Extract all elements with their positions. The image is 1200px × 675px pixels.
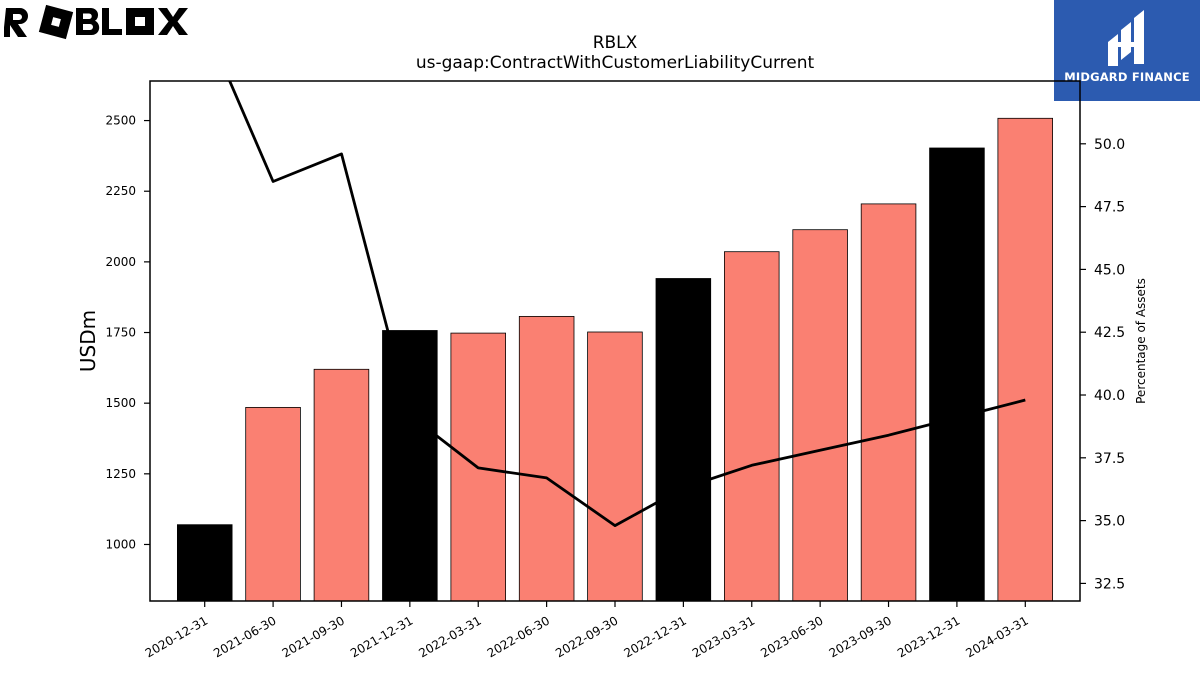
midgard-finance-name: MIDGARD FINANCE [1064,70,1190,84]
x-tick-label: 2022-03-31 [416,613,483,660]
y2-tick-label: 42.5 [1094,325,1125,341]
x-tick-label: 2023-03-31 [690,613,757,660]
bar-2021-12-31 [382,330,438,602]
x-tick-label: 2021-12-31 [348,613,415,660]
y2-tick-label: 35.0 [1094,514,1125,530]
y-axis-left: 1000 1250 1500 1750 2000 2250 2500 [105,114,150,551]
x-tick-label: 2022-09-30 [553,613,620,660]
y-tick-label: 2000 [105,255,136,269]
y-axis-label: USDm [76,310,100,372]
x-tick-label: 2023-09-30 [827,613,894,660]
x-tick-label: 2020-12-31 [143,613,210,660]
y-tick-label: 1250 [105,467,136,481]
x-tick-label: 2024-03-31 [963,613,1030,660]
y-tick-label: 2500 [105,114,136,128]
y2-tick-label: 40.0 [1094,388,1125,404]
bar-2023-06-30 [792,229,848,602]
y-tick-label: 2250 [105,184,136,198]
bar-2021-06-30 [245,406,301,602]
midgard-finance-logo: MIDGARD FINANCE [1054,0,1200,101]
y-axis-right: 32.5 35.0 37.5 40.0 42.5 45.0 47.5 50.0 [1080,137,1125,592]
chart-title: RBLX [593,33,638,53]
bar-2023-09-30 [860,203,917,602]
y2-tick-label: 50.0 [1094,137,1125,153]
x-tick-label: 2021-09-30 [280,613,347,660]
y2-axis-label: Percentage of Assets [1134,278,1148,404]
y2-tick-label: 32.5 [1094,576,1125,592]
x-tick-label: 2021-06-30 [211,613,278,660]
y2-tick-label: 47.5 [1094,200,1125,216]
percentage-of-assets-line [228,81,1026,527]
y2-tick-label: 37.5 [1094,451,1125,467]
chart-subtitle: us-gaap:ContractWithCustomerLiabilityCur… [416,53,815,73]
bar-2023-03-31 [724,251,780,602]
x-tick-label: 2022-12-31 [621,613,688,660]
bar-2022-12-31 [655,278,712,602]
y-tick-label: 1000 [105,537,136,551]
bar-2022-06-30 [518,315,575,602]
y-tick-label: 1750 [105,326,136,340]
bars [176,117,1054,602]
bar-2024-03-31 [997,117,1054,602]
bar-2020-12-31 [176,524,233,602]
bar-2022-09-30 [587,331,643,602]
y-tick-label: 1500 [105,396,136,410]
x-tick-label: 2023-12-31 [895,613,962,660]
y2-tick-label: 45.0 [1094,262,1125,278]
x-tick-label: 2022-06-30 [485,613,552,660]
bar-2023-12-31 [929,147,985,602]
midgard-mark-icon [1108,10,1144,66]
x-axis: 2020-12-31 2021-06-30 2021-09-30 2021-12-31… [143,601,1031,660]
bar-2021-09-30 [313,368,370,602]
line-layer [228,81,1026,527]
x-tick-label: 2023-06-30 [758,613,825,660]
roblox-logo [4,4,188,40]
